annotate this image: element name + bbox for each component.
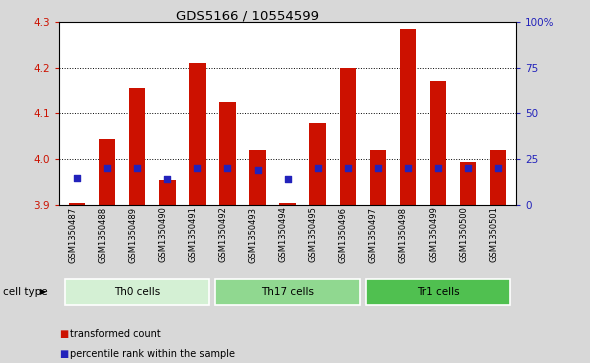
Bar <box>490 150 506 205</box>
Bar <box>189 63 206 205</box>
Bar <box>69 203 86 205</box>
Text: GDS5166 / 10554599: GDS5166 / 10554599 <box>176 9 319 22</box>
Text: GSM1350488: GSM1350488 <box>98 207 107 263</box>
Text: GSM1350496: GSM1350496 <box>339 207 348 262</box>
Point <box>283 176 293 182</box>
Text: GSM1350497: GSM1350497 <box>369 207 378 262</box>
Text: Th17 cells: Th17 cells <box>261 287 314 297</box>
Text: GSM1350492: GSM1350492 <box>218 207 228 262</box>
Bar <box>399 29 416 205</box>
Text: GSM1350500: GSM1350500 <box>459 207 468 262</box>
Bar <box>460 162 476 205</box>
Bar <box>249 150 266 205</box>
Point <box>343 166 352 171</box>
Text: GSM1350489: GSM1350489 <box>128 207 137 262</box>
Point <box>463 166 473 171</box>
Point <box>223 166 232 171</box>
Point <box>313 166 322 171</box>
Bar <box>99 139 116 205</box>
Point <box>403 166 412 171</box>
Text: GSM1350495: GSM1350495 <box>309 207 317 262</box>
Bar <box>159 180 176 205</box>
Text: GSM1350493: GSM1350493 <box>248 207 258 262</box>
Text: GSM1350501: GSM1350501 <box>489 207 498 262</box>
Bar <box>430 81 446 205</box>
Text: ■: ■ <box>59 349 68 359</box>
Text: Th0 cells: Th0 cells <box>114 287 160 297</box>
Bar <box>366 279 510 305</box>
Text: GSM1350499: GSM1350499 <box>429 207 438 262</box>
Bar <box>279 203 296 205</box>
Point <box>193 166 202 171</box>
Point <box>433 166 442 171</box>
Text: Tr1 cells: Tr1 cells <box>417 287 460 297</box>
Text: GSM1350487: GSM1350487 <box>68 207 77 263</box>
Point <box>493 166 503 171</box>
Point <box>73 175 82 180</box>
Text: GSM1350494: GSM1350494 <box>278 207 288 262</box>
Bar <box>369 150 386 205</box>
Bar <box>339 68 356 205</box>
Text: GSM1350498: GSM1350498 <box>399 207 408 262</box>
Text: cell type: cell type <box>3 287 48 297</box>
Point <box>103 166 112 171</box>
Text: ■: ■ <box>59 329 68 339</box>
Point <box>253 167 263 173</box>
Bar <box>309 123 326 205</box>
Bar <box>129 88 146 205</box>
Point <box>163 176 172 182</box>
Text: ▶: ▶ <box>40 287 46 296</box>
Point <box>373 166 382 171</box>
Text: percentile rank within the sample: percentile rank within the sample <box>70 349 235 359</box>
Text: GSM1350491: GSM1350491 <box>188 207 198 262</box>
Point <box>133 166 142 171</box>
Text: GSM1350490: GSM1350490 <box>158 207 168 262</box>
Bar <box>215 279 360 305</box>
Bar <box>65 279 209 305</box>
Text: transformed count: transformed count <box>70 329 160 339</box>
Bar <box>219 102 236 205</box>
